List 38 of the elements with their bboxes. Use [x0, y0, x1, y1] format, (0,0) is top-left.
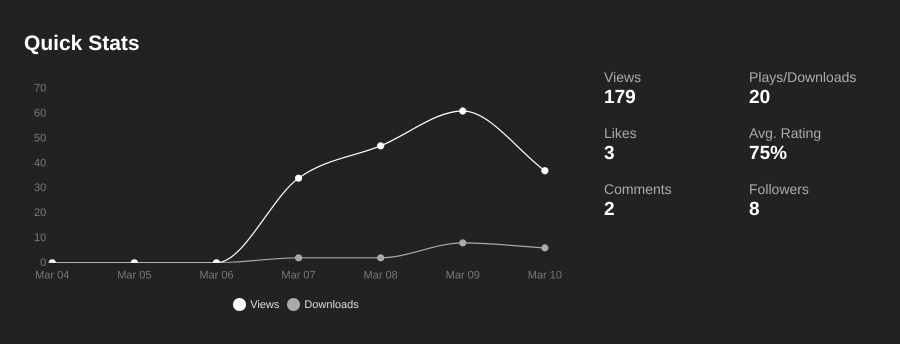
point — [377, 254, 384, 262]
y-tick-label: 30 — [34, 182, 46, 194]
y-tick-label: 50 — [34, 132, 46, 144]
text: 179 — [604, 87, 636, 108]
point — [459, 107, 466, 115]
y-tick-label: 20 — [34, 207, 46, 220]
x-tick-label: Mar 06 — [199, 269, 234, 282]
text: 3 — [604, 143, 615, 164]
category-label: Likes — [604, 124, 638, 142]
point — [294, 254, 302, 262]
point — [541, 244, 548, 252]
point — [294, 174, 302, 182]
category-label: Followers — [749, 180, 810, 198]
y-tick-label: 60 — [34, 108, 46, 120]
category-label: Views — [604, 68, 642, 86]
x-tick-label: Mar 04 — [35, 269, 70, 282]
chart-title: Quick Stats — [24, 32, 140, 56]
x-tick-label: Mar 05 — [117, 269, 152, 282]
x-tick-label: Mar 08 — [364, 269, 398, 282]
legend-label: Downloads — [303, 298, 359, 311]
category-label: Comments — [604, 180, 673, 198]
x-tick-label: Mar 10 — [528, 269, 562, 282]
category-label: Plays/Downloads — [749, 68, 858, 86]
point — [377, 142, 384, 150]
category-label: Avg. Rating — [749, 124, 822, 142]
x-tick-label: Mar 09 — [446, 269, 480, 282]
point — [541, 167, 548, 174]
x-tick-label: Mar 07 — [281, 269, 316, 282]
text: 8 — [749, 199, 760, 220]
text: 20 — [749, 87, 770, 108]
y-tick-label: 40 — [34, 157, 46, 170]
legend-label: Views — [249, 298, 280, 311]
y-tick-label: 70 — [34, 82, 46, 95]
text: 2 — [604, 199, 615, 220]
text: 75% — [749, 143, 788, 164]
y-tick-label: 10 — [34, 232, 46, 244]
y-tick-label: 0 — [40, 256, 46, 269]
point — [459, 239, 466, 246]
